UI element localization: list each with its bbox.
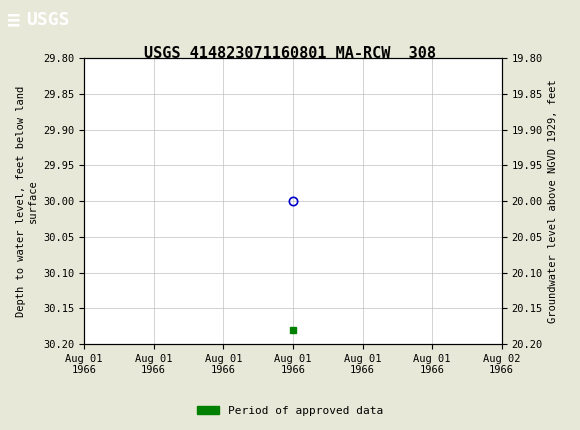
Text: USGS: USGS [26,12,70,29]
Text: USGS 414823071160801 MA-RCW  308: USGS 414823071160801 MA-RCW 308 [144,46,436,61]
Text: ≡: ≡ [7,10,20,31]
Y-axis label: Groundwater level above NGVD 1929, feet: Groundwater level above NGVD 1929, feet [548,79,558,323]
Legend: Period of approved data: Period of approved data [193,401,387,420]
Y-axis label: Depth to water level, feet below land
surface: Depth to water level, feet below land su… [16,86,38,316]
